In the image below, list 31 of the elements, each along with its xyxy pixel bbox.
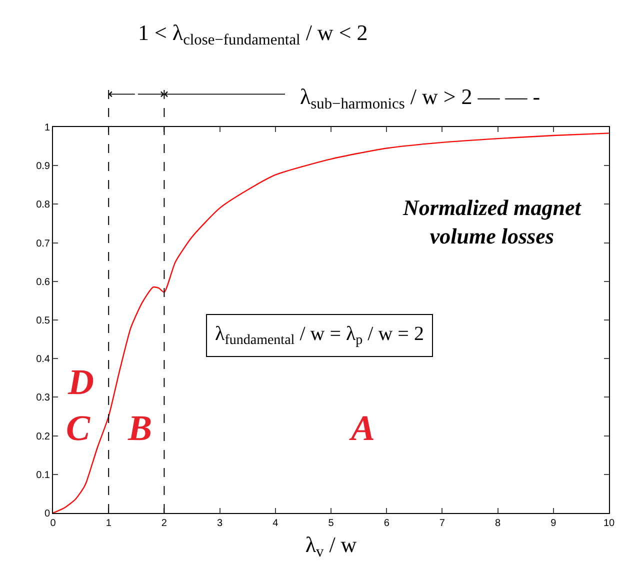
x-tick-label: 2 (161, 518, 168, 529)
x-tick-label: 7 (439, 518, 446, 529)
x-tick-label: 8 (495, 518, 502, 529)
y-tick-label: 0.4 (36, 354, 50, 366)
y-tick-label: 0.9 (36, 161, 50, 172)
y-tick-label: 0.8 (36, 200, 50, 211)
x-tick-label: 3 (217, 518, 224, 529)
x-tick-label: 9 (550, 518, 557, 529)
annotation: λ$_{fundamental}$ / w = λ$_{p}$ / w = 2 (215, 323, 424, 348)
y-tick-label: 0.5 (36, 316, 50, 326)
x-tick-label: 1 (106, 518, 112, 529)
text: 1 < λ$_{close−fundamental}$ / w < 2 (138, 20, 368, 49)
x-tick-label: 4 (272, 518, 279, 529)
annotation: Normalized magnet volume losses (402, 195, 582, 249)
x-tick-label: 10 (603, 518, 615, 529)
y-tick-label: 0.7 (36, 238, 50, 250)
x-tick-label: 6 (384, 518, 390, 529)
y-tick-label: 0.6 (36, 276, 50, 288)
x-axis-title: λ$_{v}$ / w (305, 532, 357, 561)
x-tick-label: 5 (328, 518, 334, 529)
y-tick-label: 0.1 (36, 470, 50, 481)
annotation: B (127, 408, 152, 448)
y-tick-label: 0 (44, 508, 50, 520)
y-tick-label: 1 (44, 122, 50, 134)
y-tick-label: 0.3 (36, 392, 50, 404)
line-series (53, 132, 609, 513)
annotation: D (67, 362, 94, 402)
annotation: A (349, 408, 376, 448)
y-tick-label: 0.2 (36, 431, 50, 442)
annotation: C (66, 408, 91, 448)
text: λ$_{sub−harmonics}$ / w > 2 — — - (300, 84, 540, 113)
